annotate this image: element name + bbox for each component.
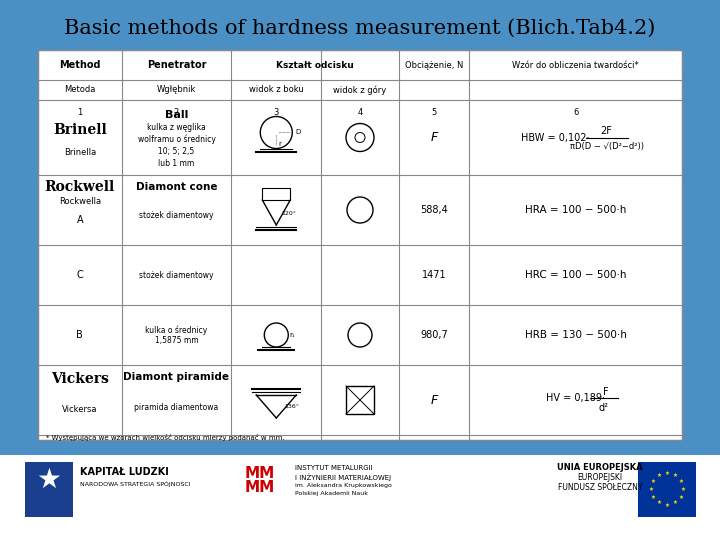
Text: INSTYTUT METALURGII: INSTYTUT METALURGII	[295, 465, 373, 471]
Text: Diamont cone: Diamont cone	[135, 182, 217, 192]
Text: Rockwella: Rockwella	[59, 197, 101, 206]
Text: widok z góry: widok z góry	[333, 85, 387, 94]
Text: im. Aleksandra Krupkowskiego: im. Aleksandra Krupkowskiego	[295, 483, 392, 489]
Text: r: r	[278, 140, 281, 146]
Bar	[262, 188, 290, 200]
Text: Ball: Ball	[165, 110, 188, 120]
Text: ★: ★	[657, 501, 662, 505]
Bar	[0, 455, 720, 540]
Text: C: C	[76, 270, 84, 280]
Bar	[346, 386, 374, 414]
Text: Kształt odcisku: Kształt odcisku	[276, 60, 354, 70]
Bar	[25, 462, 73, 517]
Text: D: D	[295, 130, 300, 136]
Text: 1: 1	[77, 108, 83, 117]
Text: ★: ★	[678, 478, 683, 483]
Text: Brinell: Brinell	[53, 123, 107, 137]
Text: FUNDUSZ SPOŁECZNY: FUNDUSZ SPOŁECZNY	[558, 483, 642, 492]
Text: ★: ★	[665, 503, 670, 508]
Text: 980,7: 980,7	[420, 330, 448, 340]
Text: Vickersa: Vickersa	[62, 406, 98, 415]
Text: 136°: 136°	[284, 404, 299, 409]
Text: r₁: r₁	[289, 332, 295, 338]
Text: I INŻYNIERII MATERIAŁOWEJ: I INŻYNIERII MATERIAŁOWEJ	[295, 473, 391, 481]
Text: 5: 5	[431, 108, 437, 117]
Text: kulka z węglika
wolframu o średnicy
10; 5; 2,5
lub 1 mm: kulka z węglika wolframu o średnicy 10; …	[138, 123, 215, 168]
Text: stożek diamentowy: stożek diamentowy	[139, 211, 214, 219]
Text: widok z boku: widok z boku	[249, 85, 304, 94]
Text: F: F	[603, 387, 608, 397]
Text: 4: 4	[357, 108, 363, 117]
Text: HRB = 130 − 500·h: HRB = 130 − 500·h	[525, 330, 626, 340]
Text: HBW = 0,102⋅: HBW = 0,102⋅	[521, 132, 590, 143]
Text: NARODOWA STRATEGIA SPÓJNOŚCI: NARODOWA STRATEGIA SPÓJNOŚCI	[80, 481, 191, 487]
Text: ★: ★	[651, 495, 656, 500]
Text: ★: ★	[672, 501, 678, 505]
Text: ★: ★	[649, 487, 654, 491]
Text: πD(D − √(D²−d²)): πD(D − √(D²−d²))	[570, 142, 644, 151]
Text: Brinella: Brinella	[64, 148, 96, 157]
Text: UNIA EUROPEJSKA: UNIA EUROPEJSKA	[557, 463, 643, 472]
Text: Polskiej Akademii Nauk: Polskiej Akademii Nauk	[295, 491, 368, 496]
Text: B: B	[76, 330, 84, 340]
Text: ★: ★	[678, 495, 683, 500]
Text: kulka o średnicy
1,5875 mm: kulka o średnicy 1,5875 mm	[145, 325, 207, 345]
Text: 2F: 2F	[600, 126, 612, 137]
Text: Rockwell: Rockwell	[45, 180, 115, 194]
Text: HV = 0,189·: HV = 0,189·	[546, 393, 606, 403]
Text: 2: 2	[174, 108, 179, 117]
Text: Metoda: Metoda	[64, 85, 96, 94]
Text: EUROPEJSKI: EUROPEJSKI	[577, 474, 623, 483]
Text: A: A	[76, 215, 84, 225]
Text: ★: ★	[651, 478, 656, 483]
Bar	[38, 50, 682, 440]
Text: F: F	[431, 394, 438, 407]
Text: 120°: 120°	[282, 211, 296, 216]
Text: 1471: 1471	[422, 270, 446, 280]
Text: Basic methods of hardness measurement (Blich.Tab4.2): Basic methods of hardness measurement (B…	[64, 18, 656, 37]
Text: MM: MM	[245, 465, 275, 481]
Text: 6: 6	[573, 108, 578, 117]
Text: Method: Method	[59, 60, 101, 70]
Text: stożek diamentowy: stożek diamentowy	[139, 271, 214, 280]
Text: HRC = 100 − 500·h: HRC = 100 − 500·h	[525, 270, 626, 280]
Text: 3: 3	[274, 108, 279, 117]
Text: ★: ★	[672, 472, 678, 478]
Text: ★: ★	[37, 466, 61, 494]
Text: piramida diamentowa: piramida diamentowa	[135, 403, 219, 413]
Text: 588,4: 588,4	[420, 205, 448, 215]
Bar	[638, 462, 696, 517]
Text: KAPITAŁ LUDZKI: KAPITAŁ LUDZKI	[80, 467, 168, 477]
Text: ★: ★	[657, 472, 662, 478]
Text: Obciążenie, N: Obciążenie, N	[405, 60, 463, 70]
Text: ★: ★	[665, 470, 670, 476]
Text: * Występująca we wzorach wielkość odcisku mierzy podanać w mm.: * Występująca we wzorach wielkość odcisk…	[46, 434, 284, 441]
Text: Diamont piramide: Diamont piramide	[123, 372, 230, 382]
Text: MM: MM	[245, 480, 275, 495]
Text: d²: d²	[599, 403, 608, 413]
Text: F: F	[431, 131, 438, 144]
Text: Wgłębnik: Wgłębnik	[157, 85, 196, 94]
Text: ★: ★	[680, 487, 685, 491]
Text: HRA = 100 − 500·h: HRA = 100 − 500·h	[525, 205, 626, 215]
Text: Penetrator: Penetrator	[147, 60, 206, 70]
Text: Wzór do obliczenia twardości*: Wzór do obliczenia twardości*	[513, 60, 639, 70]
Text: Vickers: Vickers	[51, 372, 109, 386]
